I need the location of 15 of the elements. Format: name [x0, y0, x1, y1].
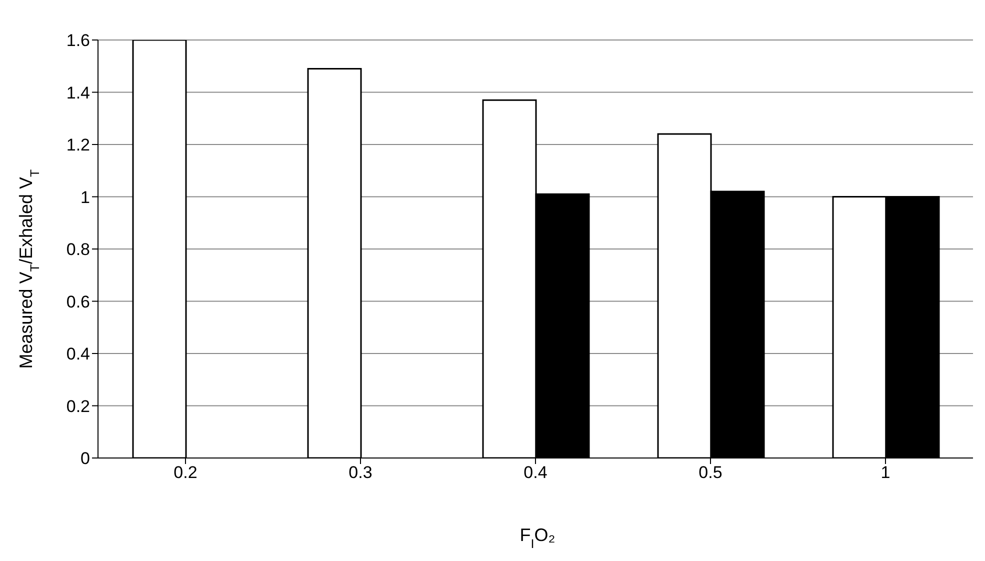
x-tick-label: 0.2 [174, 463, 198, 482]
y-tick-label: 0 [80, 449, 90, 468]
x-axis-title: F$_{I}$O₂ [520, 525, 556, 551]
y-tick-label: 0.8 [66, 240, 90, 260]
x-tick-label: 0.3 [348, 463, 372, 482]
y-tick-label: 1.2 [66, 136, 90, 155]
y-tick-label: 1.6 [66, 31, 90, 50]
x-tick-label: 0.5 [698, 463, 722, 482]
y-tick-label: 1 [80, 188, 90, 207]
y-tick-label: 1.4 [66, 83, 90, 102]
y-tick-label: 0.2 [66, 396, 90, 416]
y-tick-label: 0.6 [66, 292, 90, 312]
x-tick-label: 0.4 [524, 463, 548, 482]
y-tick-label: 0.4 [66, 344, 90, 364]
x-tick-label: 1 [880, 463, 890, 482]
